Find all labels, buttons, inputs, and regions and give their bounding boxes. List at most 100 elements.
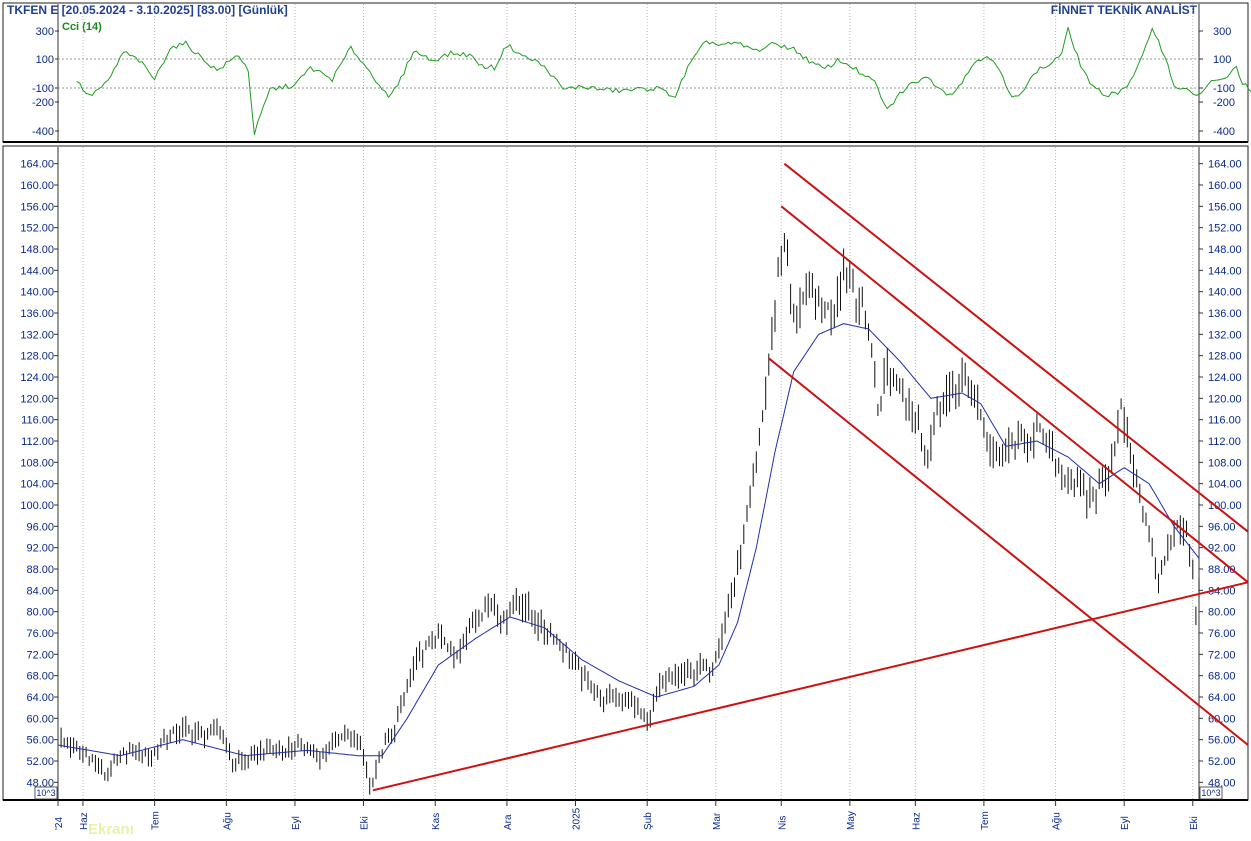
indicator-panel-frame (2, 2, 1249, 143)
chart-title: TKFEN E [20.05.2024 - 3.10.2025] [83.00]… (7, 3, 288, 17)
cci-axis: 300 300 100 100 -100 -100 -200 -200 -400 -400 (32, 4, 1235, 141)
price-tick-label-right: 128.00 (1208, 351, 1242, 363)
price-tick-label-right: 144.00 (1208, 265, 1242, 277)
time-axis: '24 Haz Tem Ağu Eyl Eki Kas Ara 2025 Şub Mar Nis May… (54, 800, 1200, 830)
time-tick-label: '24 (54, 817, 65, 830)
price-tick-label-right: 152.00 (1208, 223, 1242, 235)
price-tick-label-right: 52.00 (1208, 756, 1236, 768)
price-tick-label-right: 160.00 (1208, 180, 1242, 192)
price-bars (60, 233, 1200, 795)
price-tick-label-right: 140.00 (1208, 287, 1242, 299)
vertical-gridlines (57, 4, 1194, 799)
price-tick-label-left: 108.00 (20, 457, 54, 469)
price-tick-label-right: 156.00 (1208, 201, 1242, 213)
price-tick-label-left: 148.00 (20, 244, 54, 256)
cci-tick-label-right: -100 (1213, 83, 1235, 95)
time-tick-label: Kas (431, 813, 442, 830)
price-tick-label-left: 124.00 (20, 372, 54, 384)
cci-tick-label-right: -200 (1213, 97, 1235, 109)
trendline-lower-channel (768, 357, 1249, 746)
price-tick-label-right: 76.00 (1208, 628, 1236, 640)
time-tick-label: Ağu (1052, 812, 1063, 830)
price-tick-label-right: 116.00 (1208, 415, 1241, 427)
cci-label: Cci (14) (62, 21, 102, 33)
price-tick-label-right: 80.00 (1208, 607, 1236, 619)
price-tick-label-right: 84.00 (1208, 585, 1236, 597)
cci-tick-label-right: 100 (1213, 54, 1231, 66)
time-tick-label: Ara (503, 814, 514, 830)
price-tick-label-left: 64.00 (26, 692, 54, 704)
time-tick-label: Haz (79, 812, 90, 830)
price-tick-label-left: 160.00 (20, 180, 54, 192)
time-tick-label: Nis (777, 816, 788, 830)
time-tick-label: Haz (911, 812, 922, 830)
price-tick-label-left: 92.00 (26, 543, 54, 555)
price-tick-label-right: 104.00 (1208, 479, 1242, 491)
price-tick-label-right: 56.00 (1208, 735, 1236, 747)
trendline-support (372, 581, 1249, 792)
price-tick-label-left: 84.00 (26, 585, 54, 597)
price-tick-label-right: 108.00 (1208, 457, 1242, 469)
price-tick-label-left: 48.00 (26, 777, 54, 789)
price-tick-label-left: 152.00 (20, 223, 54, 235)
cci-line-series (76, 27, 1251, 135)
cci-tick-label-left: -400 (32, 126, 54, 138)
watermark-text: Ekranı (88, 821, 134, 838)
price-tick-label-right: 112.00 (1208, 436, 1241, 448)
trendline-middle-channel (780, 205, 1249, 584)
price-tick-label-left: 136.00 (20, 308, 54, 320)
cci-tick-label-left: -100 (32, 83, 54, 95)
price-tick-label-left: 120.00 (20, 393, 54, 405)
time-tick-label: Tem (980, 811, 991, 830)
price-tick-label-left: 132.00 (20, 329, 54, 341)
cci-tick-label-left: 300 (36, 26, 54, 38)
time-tick-label: Şub (643, 812, 654, 830)
price-tick-label-left: 112.00 (21, 436, 54, 448)
time-tick-label: 2025 (572, 807, 583, 830)
price-tick-label-left: 156.00 (20, 201, 54, 213)
price-tick-label-right: 64.00 (1208, 692, 1236, 704)
price-tick-label-right: 60.00 (1208, 713, 1236, 725)
brand-label: FİNNET TEKNİK ANALİST (1051, 2, 1198, 17)
price-axis: 164.00 164.00 160.00 160.00 156.00 156.00 152.… (20, 147, 1242, 799)
price-tick-label-left: 60.00 (26, 713, 54, 725)
price-tick-label-left: 56.00 (26, 735, 54, 747)
cci-tick-label-right: -400 (1213, 126, 1235, 138)
time-tick-label: May (846, 811, 857, 830)
price-tick-label-right: 48.00 (1208, 777, 1236, 789)
price-tick-label-right: 68.00 (1208, 671, 1236, 683)
cci-tick-label-left: 100 (36, 54, 54, 66)
moving-average-line (57, 323, 1200, 757)
price-tick-label-left: 88.00 (26, 564, 54, 576)
moving-average-series (57, 323, 1200, 757)
price-tick-label-left: 80.00 (26, 607, 54, 619)
price-tick-label-left: 68.00 (26, 671, 54, 683)
price-tick-label-right: 120.00 (1208, 393, 1242, 405)
price-tick-label-right: 100.00 (1208, 500, 1242, 512)
price-tick-label-right: 96.00 (1208, 521, 1236, 533)
trendline-layer (372, 162, 1249, 792)
time-tick-label: Eyl (291, 816, 302, 830)
price-tick-label-right: 124.00 (1208, 372, 1242, 384)
price-tick-label-left: 104.00 (20, 479, 54, 491)
time-tick-label: Eki (360, 816, 371, 830)
price-tick-label-left: 140.00 (20, 287, 54, 299)
trendline-upper-channel (783, 162, 1249, 533)
cci-tick-label-right: 300 (1213, 26, 1231, 38)
price-tick-label-left: 96.00 (26, 521, 54, 533)
time-tick-label: Eki (1189, 816, 1200, 830)
price-tick-label-left: 116.00 (21, 415, 54, 427)
cci-line (76, 27, 1251, 135)
price-tick-label-left: 144.00 (20, 265, 54, 277)
price-tick-label-left: 76.00 (26, 628, 54, 640)
price-tick-label-right: 72.00 (1208, 649, 1236, 661)
time-tick-label: Ağu (222, 812, 233, 830)
price-tick-label-right: 136.00 (1208, 308, 1242, 320)
time-tick-label: Eyl (1120, 816, 1131, 830)
price-tick-label-left: 72.00 (26, 649, 54, 661)
scale-label-right: 10^3 (1201, 788, 1220, 798)
price-tick-label-left: 164.00 (20, 159, 54, 171)
time-tick-label: Mar (712, 812, 723, 830)
price-tick-label-right: 148.00 (1208, 244, 1242, 256)
